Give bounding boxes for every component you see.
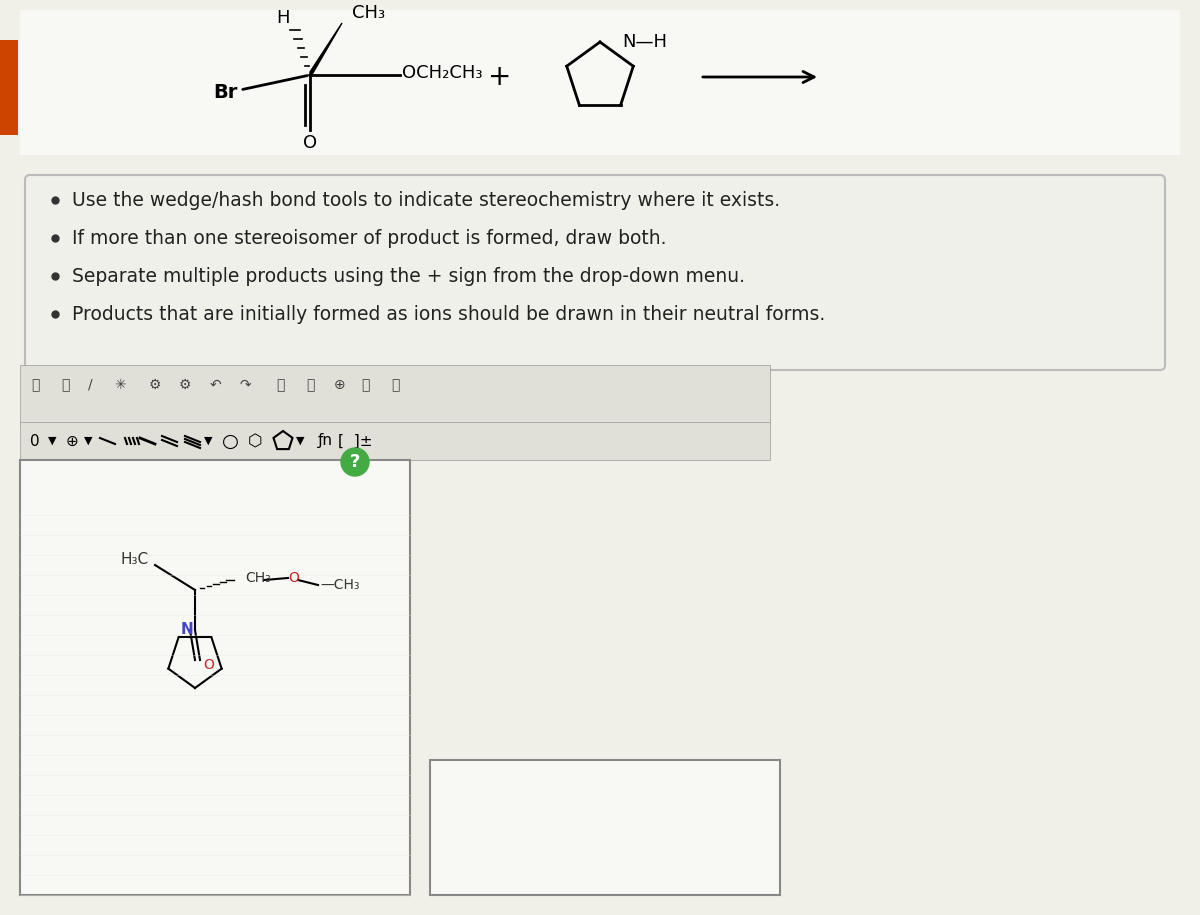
FancyBboxPatch shape [25,175,1165,370]
Text: ⊕: ⊕ [66,434,78,448]
Polygon shape [310,23,342,78]
Text: ⚙: ⚙ [179,378,191,392]
Text: ↷: ↷ [239,378,251,392]
Text: O: O [302,134,317,152]
Text: ⚙: ⚙ [149,378,161,392]
Text: ↶: ↶ [209,378,221,392]
Text: 🔊: 🔊 [276,378,284,392]
Text: CH₃: CH₃ [352,4,385,22]
Text: ▼: ▼ [295,436,305,446]
Text: If more than one stereoisomer of product is formed, draw both.: If more than one stereoisomer of product… [72,229,666,247]
FancyBboxPatch shape [430,760,780,895]
Text: 0: 0 [30,434,40,448]
Text: ✋: ✋ [31,378,40,392]
Text: ✳: ✳ [114,378,126,392]
FancyBboxPatch shape [20,10,1180,155]
Text: CH₃: CH₃ [245,571,271,585]
Text: /: / [88,378,92,392]
Text: H: H [276,9,289,27]
Text: Separate multiple products using the + sign from the drop-down menu.: Separate multiple products using the + s… [72,266,745,285]
Text: 🗒: 🗒 [61,378,70,392]
Text: 🎨: 🎨 [391,378,400,392]
Text: ⊕: ⊕ [334,378,346,392]
Text: ▼: ▼ [48,436,56,446]
Text: OCH₂CH₃: OCH₂CH₃ [402,64,482,82]
Text: N—H: N—H [622,33,667,51]
Text: [  ]±: [ ]± [337,434,372,448]
Circle shape [341,448,370,476]
Text: Products that are initially formed as ions should be drawn in their neutral form: Products that are initially formed as io… [72,305,826,324]
Text: ?: ? [350,453,360,471]
Text: ⬡: ⬡ [247,432,263,450]
Text: +: + [488,63,511,91]
Text: ƒn: ƒn [318,434,332,448]
FancyBboxPatch shape [20,365,770,425]
FancyBboxPatch shape [20,460,410,895]
Text: O: O [288,571,299,585]
Text: 📋: 📋 [306,378,314,392]
FancyBboxPatch shape [20,422,770,460]
Text: H₃C: H₃C [121,553,149,567]
Text: —CH₃: —CH₃ [320,578,360,592]
Text: O: O [203,658,214,672]
Text: ○: ○ [222,432,239,450]
Text: N: N [181,622,193,638]
Text: 🔍: 🔍 [361,378,370,392]
FancyBboxPatch shape [0,40,18,135]
Text: Use the wedge/hash bond tools to indicate stereochemistry where it exists.: Use the wedge/hash bond tools to indicat… [72,190,780,210]
Text: Br: Br [212,83,238,102]
Text: ▼: ▼ [84,436,92,446]
Text: ▼: ▼ [204,436,212,446]
